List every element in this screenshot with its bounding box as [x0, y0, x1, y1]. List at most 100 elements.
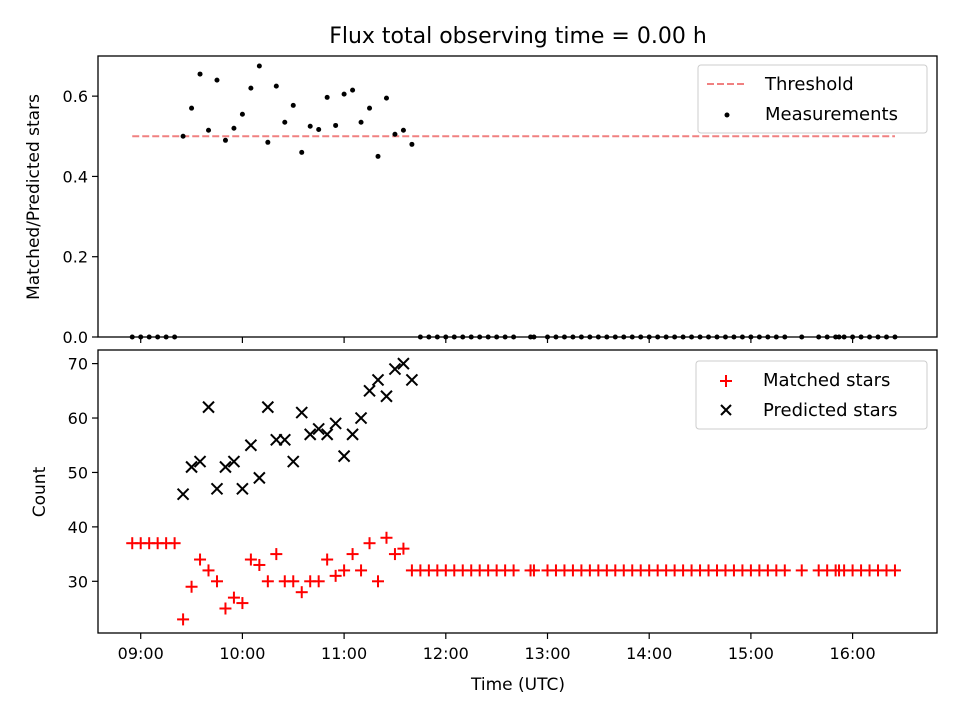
top-axes-frame	[97, 55, 938, 338]
measurement-point	[299, 149, 305, 155]
measurement-point	[324, 94, 330, 100]
predicted-star-point	[287, 455, 300, 468]
matched-star-point	[202, 564, 215, 577]
predicted-star-point	[278, 433, 291, 447]
matched-star-point	[295, 586, 308, 599]
predicted-star-point	[371, 373, 385, 387]
predicted-star-point	[405, 373, 419, 387]
measurement-point	[197, 71, 203, 77]
legend-matched-swatch	[720, 375, 732, 387]
measurement-point	[231, 125, 237, 131]
matched-star-point	[177, 613, 190, 626]
measurement-point	[307, 123, 313, 129]
matched-star-point	[363, 537, 376, 550]
measurement-point	[409, 141, 415, 147]
measurement-point	[333, 122, 339, 128]
top-legend: Threshold Measurements	[697, 64, 928, 134]
matched-star-point	[236, 597, 249, 610]
bottom-y-tick-label: 70	[68, 355, 88, 374]
matched-star-point	[380, 531, 393, 544]
predicted-star-point	[312, 422, 325, 436]
measurement-point	[350, 87, 356, 93]
top-y-tick-label: 0.4	[63, 167, 88, 186]
matched-star-point	[253, 558, 266, 571]
top-y-tick-label: 0.0	[63, 328, 88, 347]
predicted-star-point	[193, 455, 207, 468]
predicted-star-point	[261, 400, 275, 414]
legend-threshold-label: Threshold	[764, 74, 854, 95]
x-axis-label: Time (UTC)	[470, 675, 565, 695]
measurement-point	[273, 83, 279, 89]
predicted-star-point	[176, 488, 190, 501]
bottom-y-tick-label: 50	[68, 463, 88, 482]
measurement-point	[316, 126, 322, 132]
predicted-stars-layer	[176, 357, 419, 501]
predicted-star-point	[210, 482, 224, 495]
matched-star-point	[312, 575, 325, 588]
measurement-point	[189, 105, 195, 111]
predicted-star-point	[380, 390, 393, 403]
matched-star-point	[397, 542, 410, 555]
x-tick-label: 13:00	[524, 644, 570, 663]
matched-stars-layer	[126, 531, 901, 626]
matched-star-point	[388, 548, 401, 561]
measurement-point	[290, 102, 296, 108]
x-tick-label: 16:00	[830, 644, 876, 663]
measurement-point	[358, 119, 364, 125]
top-x-ticks	[140, 337, 854, 343]
top-legend-box	[697, 64, 928, 134]
x-tick-label: 10:00	[219, 644, 265, 663]
bottom-legend-box	[695, 360, 928, 430]
x-tick-label: 14:00	[626, 644, 672, 663]
matched-star-point	[355, 564, 368, 577]
measurement-point	[206, 127, 212, 133]
ratio-plot: 0.0 0.2 0.4 0.6 Matched/Predicted stars Thr…	[24, 55, 938, 347]
matched-star-point	[261, 575, 274, 588]
bottom-y-axis-label: Count	[30, 466, 50, 517]
matched-star-point	[185, 580, 198, 593]
predicted-star-point	[354, 411, 368, 425]
matched-star-point	[795, 564, 808, 577]
x-tick-label: 12:00	[423, 644, 469, 663]
matched-star-point	[287, 575, 300, 588]
measurement-point	[248, 85, 254, 91]
bottom-x-ticks: 09:00 10:00 11:00 12:00 13:00 14:00 15:00 16:00	[118, 633, 876, 663]
measurement-point	[367, 105, 373, 111]
matched-star-point	[778, 564, 791, 577]
matched-star-point	[270, 548, 283, 561]
predicted-star-point	[363, 384, 376, 398]
matched-star-point	[168, 537, 181, 550]
matched-star-point	[219, 602, 232, 615]
x-tick-label: 15:00	[728, 644, 774, 663]
bottom-axes-frame	[97, 349, 938, 634]
matched-star-point	[329, 569, 342, 582]
predicted-star-point	[253, 471, 266, 485]
measurement-point	[239, 111, 245, 117]
bottom-y-tick-label: 30	[68, 572, 88, 591]
predicted-star-point	[185, 460, 198, 474]
matched-star-point	[194, 553, 207, 566]
matched-star-point	[888, 564, 901, 577]
matched-star-point	[346, 548, 359, 561]
matched-star-point	[338, 564, 351, 577]
bottom-y-ticks: 30 40 50 60 70	[68, 355, 98, 591]
predicted-star-point	[219, 460, 232, 474]
legend-measurements-swatch	[724, 112, 730, 118]
legend-matched-label: Matched stars	[763, 370, 890, 391]
matched-star-point	[227, 591, 240, 604]
x-tick-label: 11:00	[321, 644, 367, 663]
legend-predicted-swatch	[720, 404, 732, 416]
measurement-point	[256, 63, 262, 69]
measurement-point	[400, 127, 406, 133]
measurement-point	[392, 131, 398, 137]
bottom-legend: Matched stars Predicted stars	[695, 360, 928, 430]
bottom-y-tick-label: 60	[68, 409, 88, 428]
predicted-star-point	[346, 428, 359, 441]
legend-measurements-label: Measurements	[765, 104, 898, 125]
matched-star-point	[527, 564, 540, 577]
matched-star-point	[244, 553, 257, 566]
matched-star-point	[210, 575, 223, 588]
matched-star-point	[507, 564, 520, 577]
top-chart-title: Flux total observing time = 0.00 h	[329, 24, 707, 49]
